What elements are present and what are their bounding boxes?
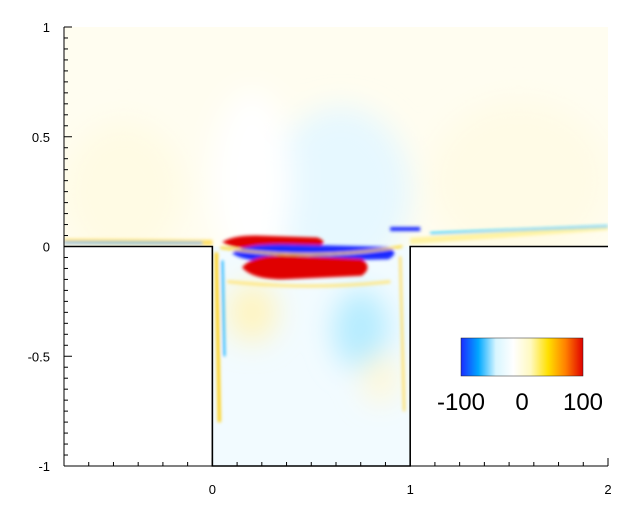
y-tick-label: -0.5	[28, 349, 50, 364]
weak-positive-region	[429, 100, 608, 247]
weak-negative-region	[270, 106, 411, 247]
colorbar-label: 0	[515, 389, 528, 416]
weak-neutral-region	[211, 90, 292, 247]
colorbar-label: 100	[563, 389, 603, 416]
colorbar-scale	[460, 337, 584, 377]
upper-flow-field	[64, 27, 608, 247]
streak	[399, 256, 406, 412]
strong-bands	[220, 235, 403, 288]
weak-negative-region	[332, 289, 389, 370]
cavity-weak-structures	[226, 282, 399, 404]
x-tick-label: 1	[407, 482, 414, 497]
x-tick-label: 0	[209, 482, 216, 497]
shear-layer-segment	[430, 225, 608, 235]
axes: 0 1 2 1 0.5 0 -0.5 -1	[28, 20, 612, 497]
colorbar-label: -100	[437, 389, 485, 416]
colorbar: -100 0 100	[437, 337, 603, 416]
colorbar-labels: -100 0 100	[437, 389, 603, 416]
weak-positive-region	[226, 282, 277, 343]
y-tick-label: -1	[38, 459, 50, 474]
x-ticks: 0 1 2	[63, 458, 612, 497]
contour-field	[64, 27, 608, 466]
wall-streaks	[214, 252, 406, 423]
y-tick-label: 0	[43, 240, 50, 255]
band-edge	[227, 280, 391, 288]
shear-band-positive	[242, 255, 368, 280]
weak-structures	[64, 90, 608, 247]
cavity-flow-field	[212, 246, 411, 466]
y-tick-label: 0.5	[32, 130, 50, 145]
weak-positive-region	[64, 121, 184, 247]
shear-layer-segment	[410, 225, 608, 245]
y-tick-label: 1	[43, 20, 50, 35]
y-ticks: 1 0.5 0 -0.5 -1	[28, 20, 72, 474]
streak	[221, 260, 226, 357]
shear-layer	[64, 225, 608, 246]
band-edge	[220, 245, 403, 256]
x-tick-label: 2	[604, 482, 611, 497]
weak-positive-region	[362, 353, 399, 404]
streak	[214, 252, 221, 423]
